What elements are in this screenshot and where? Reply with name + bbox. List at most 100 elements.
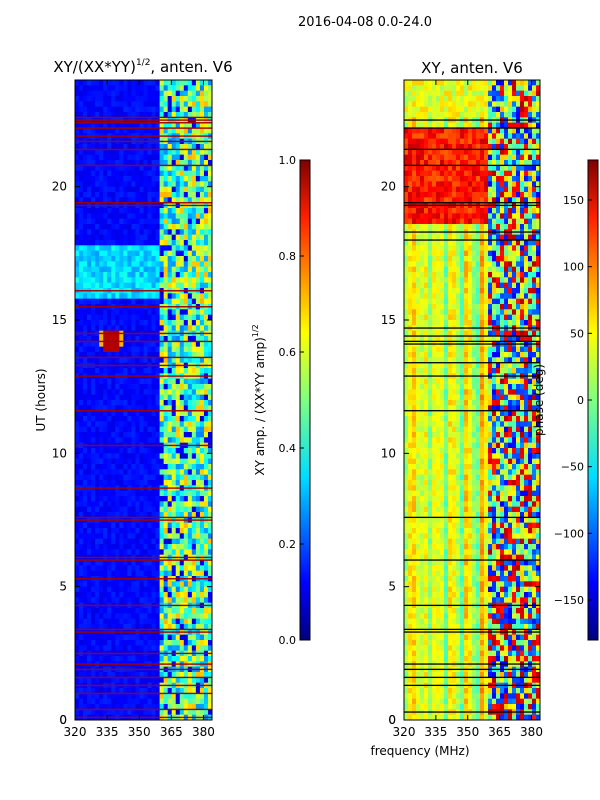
amplitude-cell [175, 634, 181, 641]
amplitude-cell [135, 506, 141, 513]
amplitude-cell [155, 325, 161, 332]
amplitude-cell [119, 320, 124, 326]
amplitude-cell [147, 640, 153, 646]
amplitude-cell [179, 325, 185, 332]
amplitude-cell [91, 245, 96, 252]
phase-cell [520, 112, 525, 118]
amplitude-cell [79, 144, 84, 150]
amplitude-cell [163, 85, 169, 92]
amplitude-cell [183, 506, 189, 513]
amplitude-cell [171, 170, 177, 177]
amplitude-cell [91, 197, 96, 204]
phase-cell [468, 112, 473, 118]
phase-cell [432, 197, 437, 204]
amplitude-cell [119, 693, 124, 700]
amplitude-cell [179, 394, 185, 401]
amplitude-cell [123, 608, 128, 614]
amplitude-cell [139, 320, 145, 326]
amplitude-cell [195, 261, 201, 268]
phase-cell [440, 80, 445, 86]
amplitude-flag-line [75, 631, 212, 633]
amplitude-cell [171, 453, 177, 460]
amplitude-cell [179, 320, 185, 326]
amplitude-cell [79, 533, 84, 540]
amplitude-cell [119, 565, 124, 572]
phase-cell [404, 170, 409, 177]
amplitude-cell [155, 112, 161, 118]
phase-cell [500, 101, 505, 108]
amplitude-cell [111, 677, 116, 684]
amplitude-cell [151, 709, 157, 716]
phase-cell [416, 101, 421, 108]
amplitude-cell [191, 464, 197, 470]
amplitude-cell [183, 586, 189, 593]
amplitude-cell [143, 186, 149, 193]
amplitude-cell [131, 426, 137, 433]
amplitude-cell [103, 197, 108, 204]
phase-cell [484, 170, 489, 177]
amplitude-cell [107, 645, 112, 652]
amplitude-cell [103, 448, 108, 454]
phase-cell [444, 96, 449, 102]
amplitude-cell [187, 314, 193, 321]
amplitude-cell [183, 384, 189, 390]
amplitude-cell [83, 570, 88, 577]
amplitude-cell [207, 592, 212, 598]
amplitude-cell [83, 234, 88, 241]
amplitude-cell [123, 272, 128, 278]
amplitude-cell [103, 80, 108, 86]
phase-cell [468, 149, 473, 156]
amplitude-cell [155, 293, 161, 300]
amplitude-cell [95, 234, 100, 241]
amplitude-cell [111, 389, 116, 396]
amplitude-cell [131, 80, 137, 86]
phase-cell [420, 133, 425, 140]
amplitude-cell [115, 245, 120, 252]
amplitude-cell [195, 341, 201, 348]
amplitude-cell [187, 256, 193, 262]
amplitude-cell [99, 400, 104, 406]
amplitude-cell [175, 432, 181, 438]
phase-cell [432, 181, 437, 188]
amplitude-cell [83, 90, 88, 97]
amplitude-cell [167, 272, 173, 278]
amplitude-cell [111, 538, 116, 545]
amplitude-cell [79, 608, 84, 614]
amplitude-cell [151, 106, 157, 113]
phase-cell [496, 186, 501, 193]
amplitude-cell [167, 570, 173, 577]
amplitude-cell [195, 533, 201, 540]
phase-cell [480, 181, 485, 188]
phase-cell [484, 176, 489, 182]
amplitude-cell [123, 501, 128, 508]
amplitude-cell [147, 677, 153, 684]
amplitude-flag-line [75, 708, 212, 711]
amplitude-cell [163, 624, 169, 630]
amplitude-flag-line [75, 716, 212, 719]
amplitude-cell [95, 213, 100, 220]
amplitude-cell [171, 480, 177, 486]
amplitude-cell [147, 309, 153, 316]
amplitude-cell [95, 357, 100, 364]
amplitude-cell [159, 512, 165, 518]
amplitude-cell [191, 400, 197, 406]
amplitude-cell [163, 261, 169, 268]
phase-cell [464, 128, 469, 134]
amplitude-cell [75, 453, 80, 460]
amplitude-cell [123, 469, 128, 476]
amplitude-cell [91, 378, 96, 385]
amplitude-cell [95, 181, 100, 188]
phase-cell [472, 160, 477, 166]
amplitude-cell [139, 453, 145, 460]
amplitude-cell [111, 240, 116, 246]
phase-cell [472, 122, 477, 129]
amplitude-cell [75, 112, 80, 118]
phase-cell [500, 80, 505, 86]
amplitude-cell [79, 656, 84, 662]
amplitude-cell [91, 256, 96, 262]
amplitude-cell [143, 522, 149, 529]
amplitude-cell [111, 298, 116, 305]
amplitude-cell [107, 341, 112, 348]
amplitude-cell [107, 128, 112, 134]
phase-cell [424, 112, 429, 118]
